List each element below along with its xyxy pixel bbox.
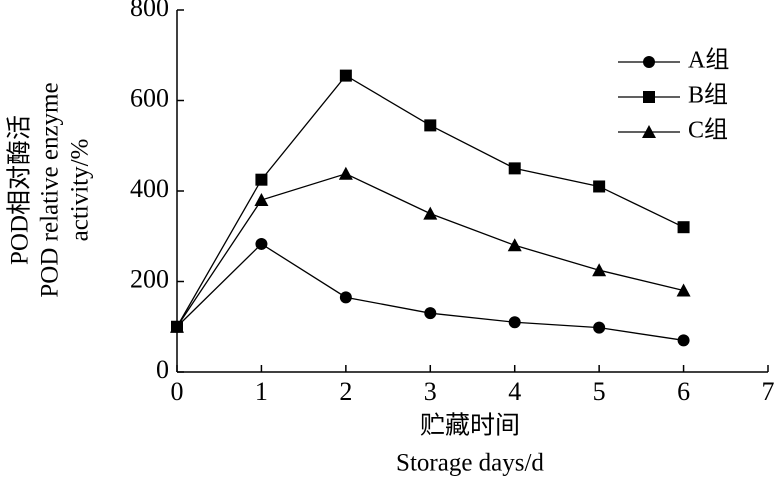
x-axis-label: Storage days/d bbox=[396, 450, 544, 477]
marker bbox=[424, 119, 437, 132]
x-tick-label: 4 bbox=[508, 377, 521, 406]
marker bbox=[642, 125, 656, 138]
marker bbox=[507, 238, 522, 252]
x-tick-label: 3 bbox=[424, 377, 437, 406]
marker bbox=[339, 291, 352, 304]
legend-label: A组 bbox=[688, 47, 729, 74]
y-tick-label: 200 bbox=[130, 264, 169, 293]
marker bbox=[339, 69, 352, 82]
y-axis-label: POD relative enzyme bbox=[37, 82, 64, 297]
marker bbox=[677, 334, 690, 347]
marker bbox=[255, 173, 268, 186]
x-tick-label: 2 bbox=[339, 377, 352, 406]
x-tick-label: 6 bbox=[677, 377, 690, 406]
marker bbox=[643, 56, 655, 68]
marker bbox=[677, 221, 690, 234]
legend-label: B组 bbox=[688, 82, 728, 109]
y-tick-label: 400 bbox=[130, 174, 169, 203]
marker bbox=[255, 237, 268, 250]
marker bbox=[643, 91, 655, 103]
y-tick-label: 0 bbox=[156, 355, 169, 384]
series-line bbox=[176, 74, 684, 328]
marker bbox=[593, 180, 606, 193]
y-tick-label: 600 bbox=[130, 83, 169, 112]
marker bbox=[592, 263, 607, 277]
x-tick-label: 1 bbox=[255, 377, 268, 406]
marker bbox=[676, 283, 691, 297]
marker bbox=[423, 206, 438, 220]
marker bbox=[508, 162, 521, 175]
x-tick-label: 5 bbox=[593, 377, 606, 406]
legend-label: C组 bbox=[688, 117, 728, 144]
marker bbox=[424, 307, 437, 320]
x-tick-label: 7 bbox=[762, 377, 775, 406]
marker bbox=[593, 321, 606, 334]
series-line bbox=[176, 243, 684, 341]
marker bbox=[170, 319, 184, 333]
x-axis-label: 贮藏时间 bbox=[420, 412, 520, 440]
series-line bbox=[176, 173, 684, 328]
y-tick-label: 800 bbox=[130, 0, 169, 22]
marker bbox=[508, 316, 521, 329]
x-tick-label: 0 bbox=[171, 377, 184, 406]
marker bbox=[254, 193, 269, 207]
y-axis-label: activity/% bbox=[67, 139, 94, 242]
marker bbox=[338, 166, 353, 180]
y-axis-label: POD相对酶活 bbox=[6, 115, 34, 265]
